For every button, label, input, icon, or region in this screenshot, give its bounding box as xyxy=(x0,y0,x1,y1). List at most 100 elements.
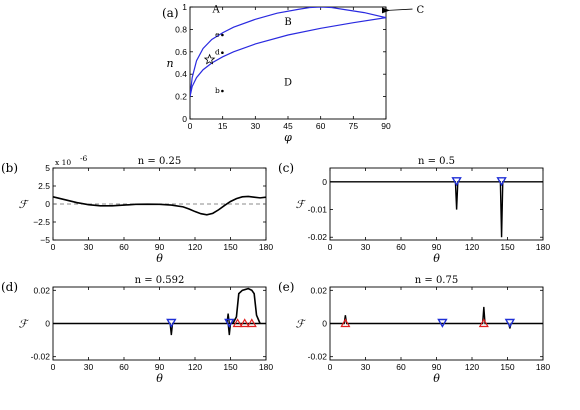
region-c-arrowhead xyxy=(382,7,390,14)
panel-c: 0 30 60 90 120 150 180 0 -0.01 -0.02 (c) ℱθ n = 0.5 xyxy=(278,156,550,265)
panel-b: 0 30 60 90 120 150 180 −5 −2.5 0 2.5 5 (b) ℱθ n = 0.25… xyxy=(1,154,273,265)
marker-down-triangle xyxy=(496,177,507,187)
y-axis-label: n xyxy=(166,57,173,70)
x-tick-label: 60 xyxy=(396,362,406,372)
x-axis-label: θ xyxy=(433,252,440,265)
panel-title: n = 0.592 xyxy=(135,275,185,286)
x-tick-label: 120 xyxy=(188,242,202,252)
phase-boundary-2 xyxy=(190,17,386,97)
y-tick-label: 2.5 xyxy=(38,181,50,191)
region-c-arrow xyxy=(387,8,413,11)
y-tick-label: 1 xyxy=(182,2,187,12)
x-tick-label: 30 xyxy=(361,362,371,372)
panel-label: (b) xyxy=(1,161,18,175)
x-tick-label: 120 xyxy=(465,362,479,372)
free-energy-curve xyxy=(52,195,267,216)
y-tick-label: 0.02 xyxy=(33,285,50,295)
x-tick-label: 90 xyxy=(432,242,442,252)
region-label: B xyxy=(284,17,291,28)
panel-label: (e) xyxy=(278,280,294,294)
y-tick-label: 0 xyxy=(322,319,327,329)
free-energy-plateau xyxy=(232,287,261,324)
x-axis-label: φ xyxy=(284,131,292,144)
x-tick-label: 150 xyxy=(500,242,514,252)
x-tick-label: 180 xyxy=(536,362,550,372)
free-energy-curve xyxy=(330,181,543,238)
x-tick-label: 0 xyxy=(51,362,56,372)
panel-title: n = 0.5 xyxy=(418,156,455,167)
y-axis-label: ℱ xyxy=(19,198,30,211)
marker-up-triangle xyxy=(478,318,489,328)
x-tick-label: 180 xyxy=(259,362,273,372)
panel-a: 0 15 30 45 60 75 90 0 0.2 0.4 0.6 0.8 1(a) n φ A B D Ced b xyxy=(162,2,424,144)
x-axis-label: θ xyxy=(156,372,163,385)
x-tick-label: 15 xyxy=(218,121,228,131)
x-tick-label: 150 xyxy=(500,362,514,372)
marker-down-triangle xyxy=(437,318,448,328)
y-tick-label: 0.6 xyxy=(175,47,187,57)
x-tick-label: 30 xyxy=(84,242,94,252)
y-tick-label: 5 xyxy=(45,163,50,173)
x-tick-label: 120 xyxy=(188,362,202,372)
y-tick-label: 0 xyxy=(182,114,187,124)
marker-up-triangle xyxy=(340,318,351,328)
y-tick-label: 0.02 xyxy=(310,285,327,295)
x-tick-label: 0 xyxy=(51,242,56,252)
plot-frame-c xyxy=(329,167,544,241)
x-tick-label: 30 xyxy=(251,121,261,131)
x-tick-label: 30 xyxy=(84,362,94,372)
marker-up-triangle xyxy=(246,318,257,328)
x-tick-label: 0 xyxy=(188,121,193,131)
marker-down-triangle xyxy=(224,318,235,328)
marker-up-triangle xyxy=(239,318,250,328)
state-point-label: e xyxy=(215,30,220,39)
state-point xyxy=(221,89,224,93)
state-point-label: b xyxy=(215,86,220,95)
x-axis-label: θ xyxy=(433,372,440,385)
x-tick-label: 60 xyxy=(396,242,406,252)
region-label: D xyxy=(284,77,292,88)
panel-title: n = 0.25 xyxy=(138,156,181,167)
x-tick-label: 180 xyxy=(259,242,273,252)
y-tick-label: −2.5 xyxy=(33,217,50,227)
phase-boundary-1 xyxy=(190,7,386,97)
x-tick-label: 30 xyxy=(361,242,371,252)
y-tick-label: −5 xyxy=(40,235,50,245)
x-tick-label: 90 xyxy=(155,362,165,372)
panel-title: n = 0.75 xyxy=(415,275,458,286)
y-tick-label: -0.02 xyxy=(308,232,328,242)
marker-down-triangle xyxy=(504,318,516,328)
x-tick-label: 60 xyxy=(316,121,326,131)
y-axis-label: ℱ xyxy=(296,198,307,211)
x-tick-label: 90 xyxy=(381,121,391,131)
marker-down-triangle xyxy=(451,177,462,187)
panel-label: (d) xyxy=(1,280,18,294)
y-tick-label: 0.2 xyxy=(175,92,187,102)
y-multiplier-exponent: -6 xyxy=(80,154,88,163)
x-tick-label: 90 xyxy=(155,242,165,252)
region-label-c: C xyxy=(416,5,424,16)
x-tick-label: 150 xyxy=(223,362,237,372)
marker-down-triangle xyxy=(166,318,177,328)
state-point xyxy=(221,51,224,54)
free-energy-curve xyxy=(53,313,266,336)
y-tick-label: 0.8 xyxy=(175,24,187,34)
star-marker xyxy=(203,53,216,65)
panel-label: (a) xyxy=(162,6,179,20)
x-tick-label: 90 xyxy=(432,362,442,372)
marker-up-triangle xyxy=(232,318,243,328)
y-tick-label: -0.01 xyxy=(308,205,328,215)
y-axis-label: ℱ xyxy=(19,318,30,331)
x-tick-label: 60 xyxy=(119,362,129,372)
x-tick-label: 75 xyxy=(349,121,359,131)
y-tick-label: -0.02 xyxy=(31,352,51,362)
y-tick-label: 0 xyxy=(45,199,50,209)
state-point-label: d xyxy=(215,48,220,57)
x-tick-label: 120 xyxy=(465,242,479,252)
x-tick-label: 0 xyxy=(328,362,333,372)
x-tick-label: 60 xyxy=(119,242,129,252)
region-label: A xyxy=(212,5,221,16)
